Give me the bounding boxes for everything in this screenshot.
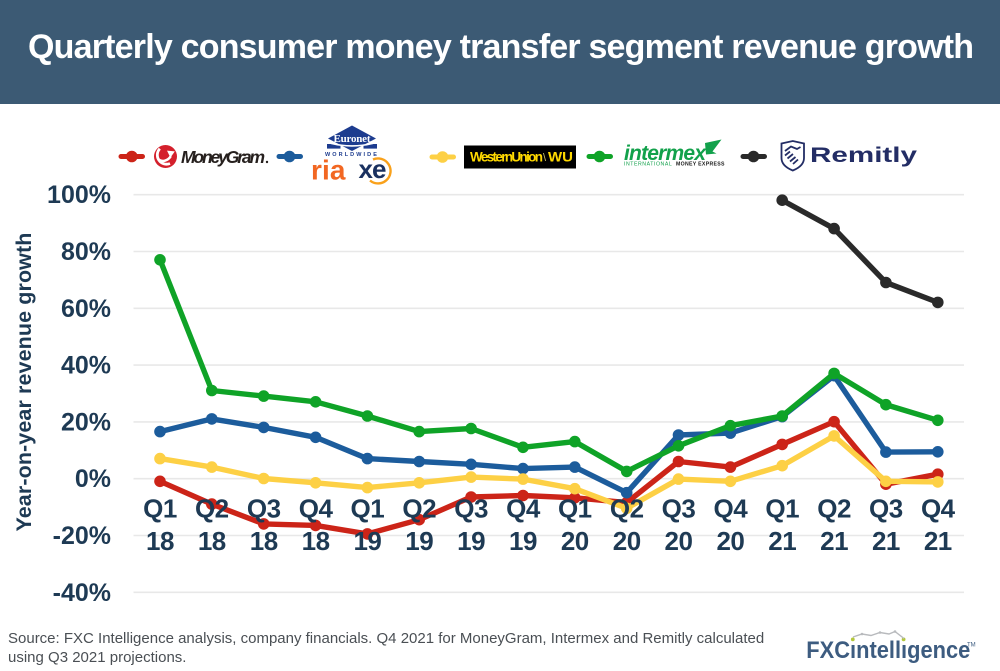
svg-text:19: 19 <box>509 526 537 556</box>
svg-text:Q4: Q4 <box>714 494 749 524</box>
svg-text:MoneyGram: MoneyGram <box>181 147 265 167</box>
svg-text:18: 18 <box>198 526 226 556</box>
svg-text:TM: TM <box>967 643 976 649</box>
svg-text:21: 21 <box>768 526 796 556</box>
svg-text:Q4: Q4 <box>299 494 334 524</box>
svg-text:Euronet: Euronet <box>334 133 371 145</box>
svg-text:WU: WU <box>548 150 573 165</box>
svg-text:intermex: intermex <box>624 142 707 165</box>
svg-text:Q4: Q4 <box>921 494 956 524</box>
svg-text:ria: ria <box>311 155 346 186</box>
svg-text:Remitly: Remitly <box>810 143 917 167</box>
svg-text:Q3: Q3 <box>869 494 903 524</box>
svg-text:Q1: Q1 <box>143 494 177 524</box>
svg-text:20: 20 <box>613 526 641 556</box>
svg-text:-20%: -20% <box>53 522 111 550</box>
svg-text:100%: 100% <box>47 181 111 209</box>
svg-text:20: 20 <box>716 526 744 556</box>
svg-text:Q3: Q3 <box>662 494 696 524</box>
svg-text:21: 21 <box>820 526 848 556</box>
svg-text:20%: 20% <box>61 408 111 436</box>
svg-text:\: \ <box>543 152 547 164</box>
svg-text:Q1: Q1 <box>558 494 592 524</box>
svg-text:40%: 40% <box>61 352 111 380</box>
svg-text:60%: 60% <box>61 295 111 323</box>
svg-text:19: 19 <box>457 526 485 556</box>
svg-text:0%: 0% <box>75 465 111 493</box>
svg-text:FXCıntellıgence: FXCıntellıgence <box>806 637 970 664</box>
svg-text:20: 20 <box>665 526 693 556</box>
svg-text:Q3: Q3 <box>454 494 488 524</box>
svg-text:20: 20 <box>561 526 589 556</box>
svg-text:18: 18 <box>302 526 330 556</box>
svg-text:INTERNATIONAL: INTERNATIONAL <box>624 162 672 168</box>
svg-text:Q1: Q1 <box>351 494 385 524</box>
svg-text:Q3: Q3 <box>247 494 281 524</box>
svg-text:Q4: Q4 <box>506 494 541 524</box>
svg-text:WesternUnion: WesternUnion <box>470 150 543 165</box>
svg-text:MONEY EXPRESS: MONEY EXPRESS <box>676 162 725 168</box>
svg-text:19: 19 <box>353 526 381 556</box>
svg-text:-40%: -40% <box>53 579 111 607</box>
svg-text:21: 21 <box>872 526 900 556</box>
svg-text:80%: 80% <box>61 238 111 266</box>
svg-text:18: 18 <box>146 526 174 556</box>
svg-text:Q1: Q1 <box>765 494 799 524</box>
svg-text:Q2: Q2 <box>402 494 436 524</box>
svg-text:Year-on-year revenue growth: Year-on-year revenue growth <box>12 232 36 531</box>
svg-text:Q2: Q2 <box>610 494 644 524</box>
svg-text:Q2: Q2 <box>195 494 229 524</box>
svg-text:WORLDWIDE: WORLDWIDE <box>325 152 379 158</box>
svg-text:Q2: Q2 <box>817 494 851 524</box>
svg-text:21: 21 <box>924 526 952 556</box>
svg-text:19: 19 <box>405 526 433 556</box>
svg-text:18: 18 <box>250 526 278 556</box>
